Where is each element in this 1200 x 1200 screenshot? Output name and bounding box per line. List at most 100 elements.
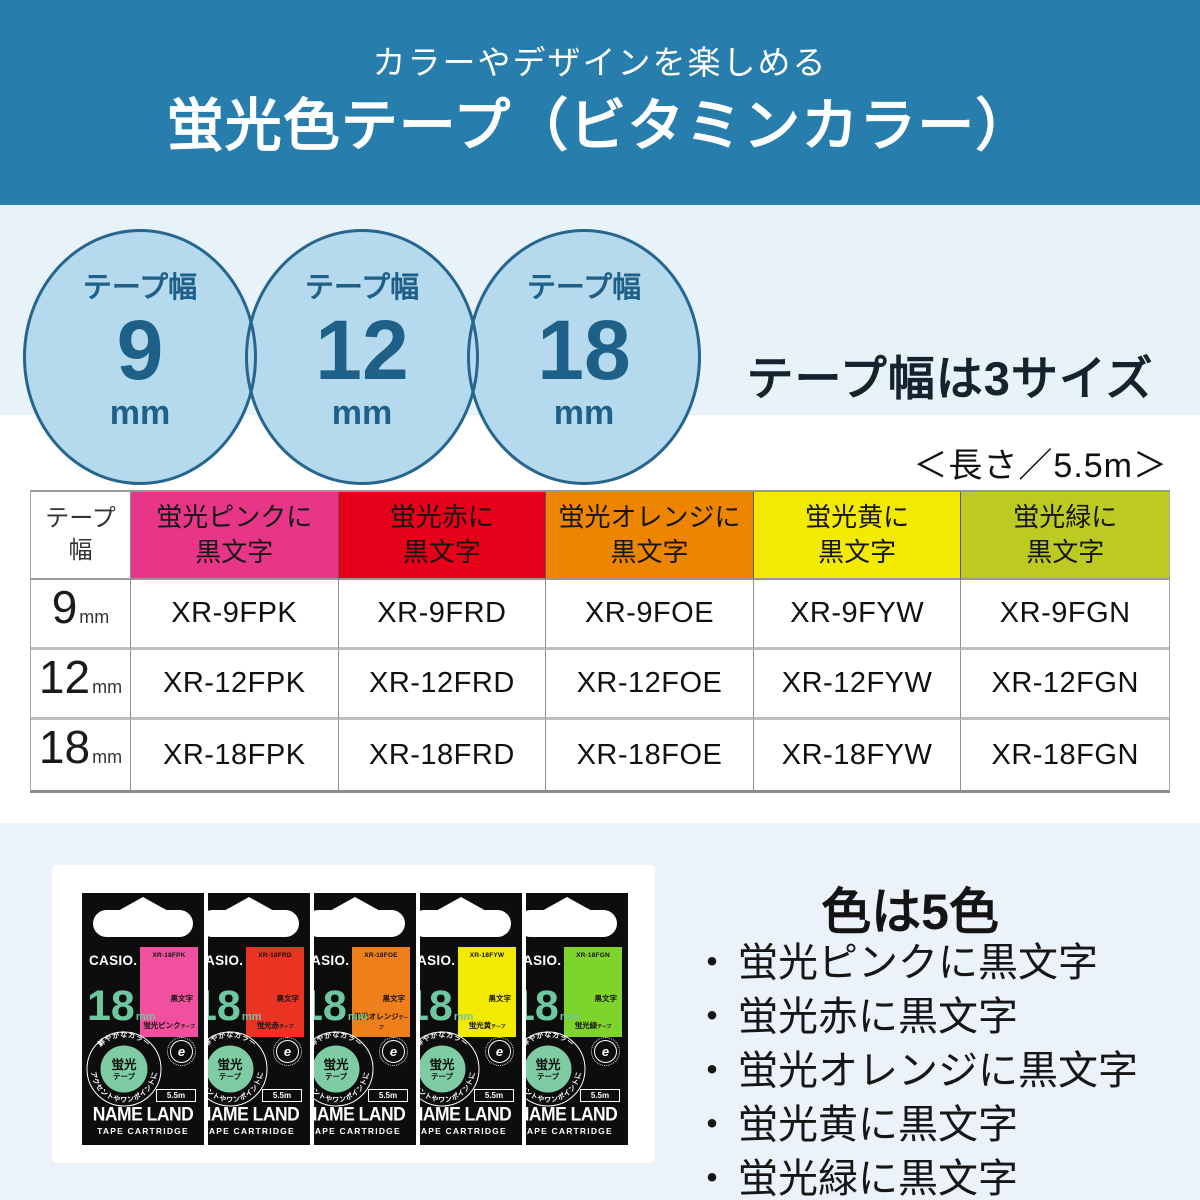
tape-length-badge: 5.5m <box>474 1089 514 1102</box>
color-list-item: ・蛍光黄に黒文字 <box>692 1103 1018 1147</box>
svg-text:テープ: テープ <box>537 1071 560 1081</box>
model-cell: XR-12FPK <box>131 650 339 720</box>
tape-cartridge-label: TAPE CARTRIDGE <box>420 1126 507 1136</box>
nameland-logo: NAME LAND <box>208 1102 300 1126</box>
casio-logo: CASIO. <box>89 953 138 968</box>
nameland-logo: NAME LAND <box>314 1102 406 1126</box>
tape-swatch: XR-18FRD 黒文字 蛍光赤テープ <box>246 947 304 1037</box>
model-cell: XR-9FRD <box>338 580 547 650</box>
casio-logo: CASIO. <box>420 953 456 968</box>
tape-package-pink: CASIO. XR-18FPK 黒文字 蛍光ピンクテープ 18 mm 鮮 <box>82 893 204 1145</box>
hang-tab <box>93 897 193 937</box>
row-width-unit: mm <box>92 677 123 697</box>
tape-width-value: 9 <box>116 303 164 397</box>
tape-width-label: テープ幅 <box>526 272 642 304</box>
bullet: ・ <box>692 1049 732 1093</box>
row-width-unit: mm <box>79 607 110 627</box>
nameland-logo: NAME LAND <box>526 1102 618 1126</box>
column-header-red: 蛍光赤に 黒文字 <box>338 492 547 580</box>
black-text-label: 黒文字 <box>594 994 618 1003</box>
tape-length-badge: 5.5m <box>262 1089 302 1102</box>
model-cell: XR-9FOE <box>546 580 754 650</box>
model-cell: XR-18FRD <box>339 720 547 790</box>
tape-length-badge: 5.5m <box>580 1089 620 1102</box>
length-note: ＜長さ／5.5m＞ <box>913 447 1168 485</box>
fluorescent-badge: 鮮やかなカラー アクセントやワンポイントに 蛍光 テープ <box>86 1030 162 1107</box>
model-cell: XR-18FPK <box>131 720 339 790</box>
fluorescent-badge: 鮮やかなカラー アクセントやワンポイントに 蛍光 テープ <box>314 1030 374 1107</box>
row-width-unit: mm <box>92 747 123 767</box>
model-cell: XR-9FPK <box>131 580 339 650</box>
model-cell: XR-9FYW <box>753 580 962 650</box>
hang-tab <box>420 897 511 937</box>
model-cell: XR-18FYW <box>754 720 962 790</box>
casio-logo: CASIO. <box>526 953 562 968</box>
hang-tab <box>208 897 299 937</box>
tape-width-value: 12 <box>315 303 409 397</box>
hang-tab <box>314 897 405 937</box>
svg-text:テープ: テープ <box>325 1071 348 1081</box>
row-header-12mm: 12 mm <box>31 650 131 720</box>
size-count-note: テープ幅は3サイズ <box>746 352 1154 405</box>
svg-text:蛍光: 蛍光 <box>217 1057 243 1072</box>
model-number: XR-18FGN <box>576 952 610 959</box>
model-number: XR-18FRD <box>258 952 292 959</box>
fluorescent-badge: 鮮やかなカラー アクセントやワンポイントに 蛍光 テープ <box>208 1030 268 1107</box>
eco-mark-icon: e <box>167 1037 196 1066</box>
svg-text:鮮やかなカラー: 鮮やかなカラー <box>420 1030 469 1048</box>
tape-length-badge: 5.5m <box>368 1089 408 1102</box>
hang-tab <box>526 897 617 937</box>
nameland-logo: NAME LAND <box>92 1102 194 1126</box>
swatch-label: 蛍光赤テープ <box>256 1021 294 1030</box>
row-width-value: 9 <box>51 581 78 633</box>
black-text-label: 黒文字 <box>382 994 406 1003</box>
fluorescent-badge: 鮮やかなカラー アクセントやワンポイントに 蛍光 テープ <box>526 1030 586 1107</box>
swatch-label: 蛍光ピンクテープ <box>143 1021 195 1030</box>
svg-text:鮮やかなカラー: 鮮やかなカラー <box>314 1030 363 1048</box>
svg-text:テープ: テープ <box>113 1071 136 1081</box>
tape-width-unit: mm <box>109 394 171 432</box>
tape-width-circle-12: テープ幅 12 mm <box>245 229 479 485</box>
model-cell: XR-12FOE <box>546 650 754 720</box>
black-text-label: 黒文字 <box>276 994 300 1003</box>
nameland-logo: NAME LAND <box>420 1102 512 1126</box>
eco-mark-icon: e <box>591 1037 620 1066</box>
tape-swatch: XR-18FGN 黒文字 蛍光緑テープ <box>564 947 622 1037</box>
fluorescent-badge: 鮮やかなカラー アクセントやワンポイントに 蛍光 テープ <box>420 1030 480 1107</box>
header-banner: カラーやデザインを楽しめる 蛍光色テープ（ビタミンカラー） <box>0 0 1200 205</box>
eco-mark-icon: e <box>485 1037 514 1066</box>
bullet: ・ <box>692 1157 732 1200</box>
tape-width-value: 18 <box>537 303 631 397</box>
swatch-label: 蛍光緑テープ <box>574 1021 612 1030</box>
tape-width-circle-18: テープ幅 18 mm <box>467 229 701 485</box>
eco-mark-icon: e <box>379 1037 408 1066</box>
black-text-label: 黒文字 <box>170 994 194 1003</box>
row-width-value: 12 <box>38 651 91 703</box>
tape-width-unit: mm <box>553 394 615 432</box>
model-cell: XR-12FYW <box>753 650 962 720</box>
model-cell: XR-18FGN <box>991 738 1139 771</box>
bullet: ・ <box>692 995 732 1039</box>
product-photo-card: CASIO. XR-18FPK 黒文字 蛍光ピンクテープ 18 mm 鮮 <box>52 865 655 1163</box>
tape-swatch: XR-18FOE 黒文字 蛍光オレンジテープ <box>352 947 410 1037</box>
color-list-item: ・蛍光赤に黒文字 <box>692 995 1018 1039</box>
eco-mark-icon: e <box>273 1037 302 1066</box>
model-number: XR-18FYW <box>469 952 505 959</box>
svg-text:テープ: テープ <box>219 1071 242 1081</box>
header-subtitle: カラーやデザインを楽しめる <box>372 44 828 81</box>
tape-swatch: XR-18FYW 黒文字 蛍光黄テープ <box>458 947 516 1037</box>
svg-text:テープ: テープ <box>431 1071 454 1081</box>
model-cell: XR-9FGN <box>961 580 1169 650</box>
black-text-label: 黒文字 <box>488 994 512 1003</box>
model-number: XR-18FPK <box>152 952 186 959</box>
